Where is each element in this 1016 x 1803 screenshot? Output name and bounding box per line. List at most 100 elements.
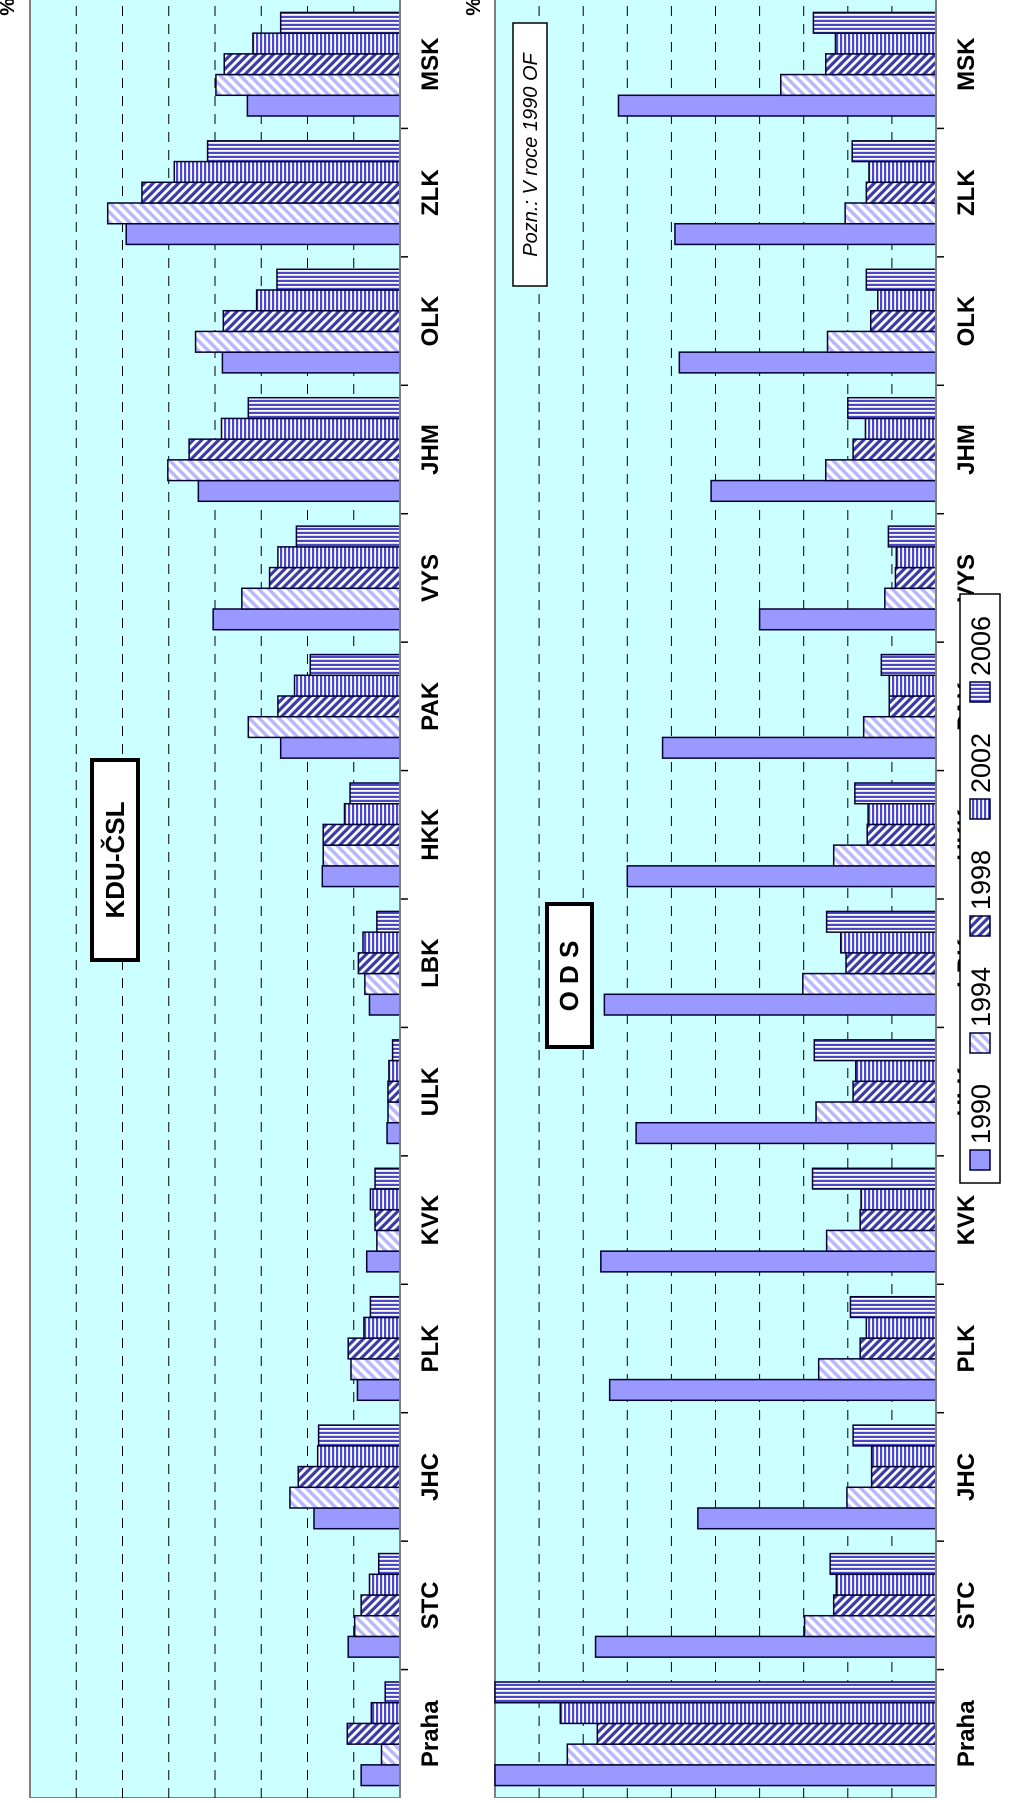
bar-hkk-2002 [867,802,937,826]
bar-praha-2002 [370,1701,401,1725]
y-axis-label-ods: % [463,0,485,16]
bar-olk-1998 [869,309,937,333]
bar-jhc-2006 [317,1424,401,1447]
bar-msk-1998 [825,53,937,76]
bar-zlk-1990 [674,222,937,246]
bar-praha-1990 [494,1764,937,1787]
title-box-kdu-csl: KDU-ČSL [90,758,140,962]
bar-praha-2006 [384,1681,401,1704]
bar-jhc-2002 [870,1445,937,1468]
bar-hkk-1994 [322,844,401,867]
bar-olk-1990 [221,351,401,374]
annotation-box-ods: Pozn.: V roce 1990 OF [512,22,548,287]
bar-pak-1998 [277,695,401,718]
bar-olk-2002 [255,289,401,312]
bar-ulk-1990 [386,1121,401,1145]
x-tick-label-zlk: ZLK [417,169,444,216]
bar-plk-1990 [356,1378,401,1402]
x-tick-label-jhc: JHC [953,1453,980,1501]
bar-stc-1994 [803,1614,937,1638]
x-tick-label-praha: Praha [953,1700,980,1767]
bar-pak-1994 [247,715,401,739]
bar-ulk-1994 [815,1101,937,1124]
bar-jhc-1998 [297,1465,401,1489]
bar-praha-1994 [380,1743,401,1766]
bar-stc-2006 [377,1552,401,1576]
bar-zlk-2006 [851,140,937,163]
bar-olk-2006 [276,268,401,291]
bar-olk-1994 [826,330,937,353]
bar-lbk-1994 [802,972,937,996]
bar-lbk-2006 [825,910,937,933]
bar-ulk-1994 [387,1101,401,1124]
bar-praha-1994 [566,1743,937,1766]
bar-olk-1998 [222,309,401,333]
bar-stc-1994 [353,1614,401,1638]
bar-msk-2006 [279,11,401,34]
bar-jhm-1990 [710,479,937,503]
bar-pak-1990 [279,736,401,759]
bar-plk-2006 [369,1295,401,1319]
bar-kvk-1994 [376,1229,401,1252]
bar-lbk-2006 [376,910,401,933]
legend-label-1998: 1998 [966,850,996,910]
title-box-ods: O D S [545,902,594,1049]
bar-jhm-1994 [825,459,937,482]
annotation-ods: Pozn.: V roce 1990 OF [520,51,542,256]
bar-hkk-2006 [349,782,401,805]
bar-stc-1990 [594,1635,937,1658]
bar-ulk-1998 [387,1080,401,1103]
bar-zlk-1994 [844,202,937,225]
bar-plk-1994 [350,1358,401,1381]
bar-hkk-1998 [866,823,937,846]
bar-jhc-1994 [289,1486,401,1509]
bar-vys-2002 [895,546,937,569]
bar-olk-1994 [194,330,401,353]
bar-kvk-1990 [600,1250,937,1273]
x-tick-label-jhm: JHM [417,424,444,475]
bar-pak-2002 [888,674,937,697]
x-tick-label-kvk: KVK [417,1194,444,1245]
bar-jhm-1994 [167,459,401,482]
bar-kvk-2006 [374,1167,401,1190]
bar-stc-1998 [360,1594,401,1617]
bar-jhm-2002 [864,417,937,440]
x-tick-label-zlk: ZLK [953,169,980,216]
x-tick-label-hkk: HKK [417,808,444,861]
legend-label-2006: 2006 [966,616,996,676]
x-tick-label-ulk: ULK [417,1066,444,1116]
bar-lbk-1990 [603,993,937,1016]
bar-jhc-2002 [316,1445,401,1468]
bar-jhc-2006 [852,1424,937,1447]
x-tick-label-stc: STC [417,1581,444,1629]
bar-msk-2006 [812,11,937,34]
bar-vys-1990 [758,608,937,631]
bar-msk-1998 [223,53,401,76]
bar-plk-1998 [859,1337,937,1360]
bar-pak-2002 [293,674,401,697]
bar-zlk-1998 [865,181,937,204]
bar-ulk-1998 [852,1080,937,1103]
bar-msk-2002 [834,32,937,55]
bar-jhm-1998 [852,438,937,461]
bar-msk-1990 [246,94,401,117]
bar-msk-1994 [215,73,401,97]
bar-plk-2006 [849,1295,937,1319]
bar-jhc-1990 [697,1507,937,1530]
bar-zlk-2006 [206,140,401,163]
bar-zlk-2002 [868,160,937,184]
bar-kvk-2006 [811,1167,937,1190]
bar-hkk-1994 [832,844,937,867]
x-tick-label-olk: OLK [417,295,444,346]
bar-pak-2006 [880,653,937,677]
legend-label-1990: 1990 [966,1084,996,1144]
bar-vys-1994 [884,587,937,610]
bar-msk-1994 [780,73,937,97]
x-tick-label-plk: PLK [953,1324,980,1373]
bar-vys-1990 [212,608,401,631]
bar-stc-1990 [347,1635,401,1658]
bar-pak-1994 [862,715,937,739]
chart-kdu-csl: 0510152025303540 PrahaSTCJHCPLKKVKULKLBK… [0,0,444,1799]
bar-hkk-2002 [343,802,401,826]
